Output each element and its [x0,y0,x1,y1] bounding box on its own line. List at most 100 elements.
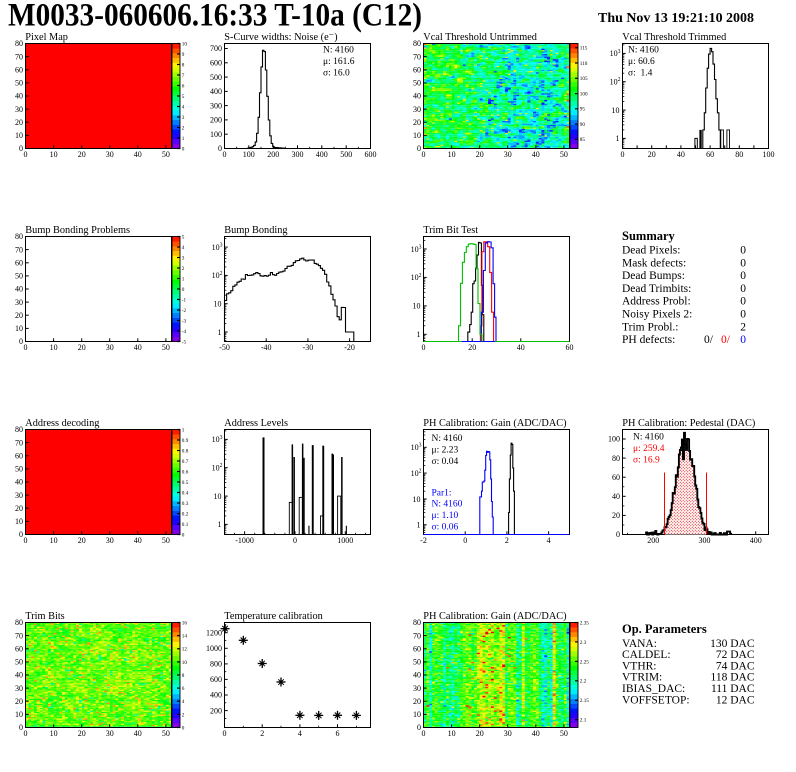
svg-text:7: 7 [182,73,185,79]
svg-text:8: 8 [182,673,185,679]
svg-text:0: 0 [19,337,23,346]
svg-text:2.2: 2.2 [580,679,587,685]
svg-text:40: 40 [134,343,142,352]
svg-text:Par1:: Par1: [432,488,452,498]
svg-text:N: 4160: N: 4160 [432,500,463,510]
svg-text:-1000: -1000 [235,536,254,545]
svg-text:60: 60 [413,66,421,75]
svg-text:Noisy Pixels 2:: Noisy Pixels 2: [622,309,692,321]
svg-text:0: 0 [740,270,746,282]
svg-text:600: 600 [365,150,377,159]
svg-text:20: 20 [648,150,656,159]
svg-text:σ: 1.4: σ: 1.4 [628,69,653,79]
svg-text:Dead Pixels:: Dead Pixels: [622,245,680,257]
svg-text:10: 10 [413,710,421,719]
svg-text:0.4: 0.4 [182,490,189,496]
svg-text:200: 200 [267,150,279,159]
svg-text:2.15: 2.15 [580,698,589,704]
svg-text:12: 12 [182,647,188,653]
svg-text:20: 20 [15,311,23,320]
svg-text:102: 102 [610,77,621,86]
svg-text:20: 20 [78,150,86,159]
svg-text:Trim Bit Test: Trim Bit Test [423,225,478,236]
svg-text:10: 10 [448,729,456,738]
svg-text:Dead Trimbits:: Dead Trimbits: [622,283,691,295]
svg-text:103: 103 [411,443,422,452]
svg-text:30: 30 [106,536,114,545]
svg-text:70: 70 [15,631,23,640]
svg-text:-1: -1 [182,297,187,303]
svg-text:0/: 0/ [704,334,714,346]
svg-text:10: 10 [413,495,421,504]
svg-text:-5: -5 [182,339,187,345]
svg-text:Pixel Map: Pixel Map [25,32,68,43]
svg-text:30: 30 [106,150,114,159]
svg-text:Trim Bits: Trim Bits [25,611,64,622]
svg-text:500: 500 [210,73,222,82]
svg-text:6: 6 [182,83,185,89]
svg-text:30: 30 [15,491,23,500]
svg-text:80: 80 [735,150,743,159]
svg-text:σ: 0.06: σ: 0.06 [432,522,459,532]
svg-text:60: 60 [612,473,620,482]
svg-text:6: 6 [336,729,340,738]
svg-text:40: 40 [612,492,620,501]
svg-text:10: 10 [214,492,222,501]
svg-text:400: 400 [210,87,222,96]
svg-text:Mask defects:: Mask defects: [622,257,686,269]
svg-text:100: 100 [580,92,588,98]
svg-text:30: 30 [413,684,421,693]
svg-text:50: 50 [162,729,170,738]
svg-text:95: 95 [580,107,586,113]
svg-text:σ: 16.0: σ: 16.0 [323,69,350,79]
svg-text:103: 103 [212,435,223,444]
svg-text:103: 103 [212,243,223,252]
svg-text:N: 4160: N: 4160 [628,45,659,55]
svg-text:2.35: 2.35 [580,620,589,626]
svg-text:115: 115 [580,46,588,52]
svg-text:50: 50 [560,150,568,159]
svg-text:PH defects:: PH defects: [622,334,675,346]
svg-text:700: 700 [210,44,222,53]
svg-text:102: 102 [411,273,422,282]
svg-text:Address Probl:: Address Probl: [622,296,691,308]
svg-text:50: 50 [162,536,170,545]
svg-text:50: 50 [162,150,170,159]
svg-text:μ: 1.10: μ: 1.10 [432,511,459,521]
svg-text:30: 30 [15,684,23,693]
svg-text:30: 30 [504,150,512,159]
svg-text:2: 2 [182,266,185,272]
svg-text:1: 1 [182,136,185,142]
svg-text:0: 0 [182,287,185,293]
svg-text:-40: -40 [261,343,272,352]
svg-text:40: 40 [532,729,540,738]
svg-text:μ: 259.4: μ: 259.4 [633,444,665,454]
svg-text:Summary: Summary [622,229,676,243]
svg-text:0: 0 [740,296,746,308]
svg-text:PH Calibration: Gain (ADC/DAC): PH Calibration: Gain (ADC/DAC) [423,611,566,622]
svg-text:Bump Bonding: Bump Bonding [224,225,287,236]
svg-text:60: 60 [413,645,421,654]
svg-text:0: 0 [24,150,28,159]
svg-text:500: 500 [340,150,352,159]
svg-text:3: 3 [182,255,185,261]
svg-text:Trim Probl.:: Trim Probl.: [622,321,678,333]
svg-text:0: 0 [19,723,23,732]
svg-text:102: 102 [212,463,223,472]
svg-text:30: 30 [15,298,23,307]
svg-text:10: 10 [214,300,222,309]
svg-text:118 DAC: 118 DAC [711,672,755,684]
svg-text:300: 300 [699,536,711,545]
svg-text:0: 0 [422,150,426,159]
svg-text:Address decoding: Address decoding [25,418,99,429]
svg-text:100: 100 [608,435,620,444]
svg-text:VTHR:: VTHR: [622,660,657,672]
svg-text:103: 103 [411,244,422,253]
svg-text:70: 70 [15,52,23,61]
svg-text:40: 40 [15,285,23,294]
svg-text:0: 0 [218,144,222,153]
svg-text:10: 10 [15,324,23,333]
svg-text:72 DAC: 72 DAC [716,649,755,661]
svg-text:1200: 1200 [206,628,222,637]
svg-text:85: 85 [580,137,586,143]
